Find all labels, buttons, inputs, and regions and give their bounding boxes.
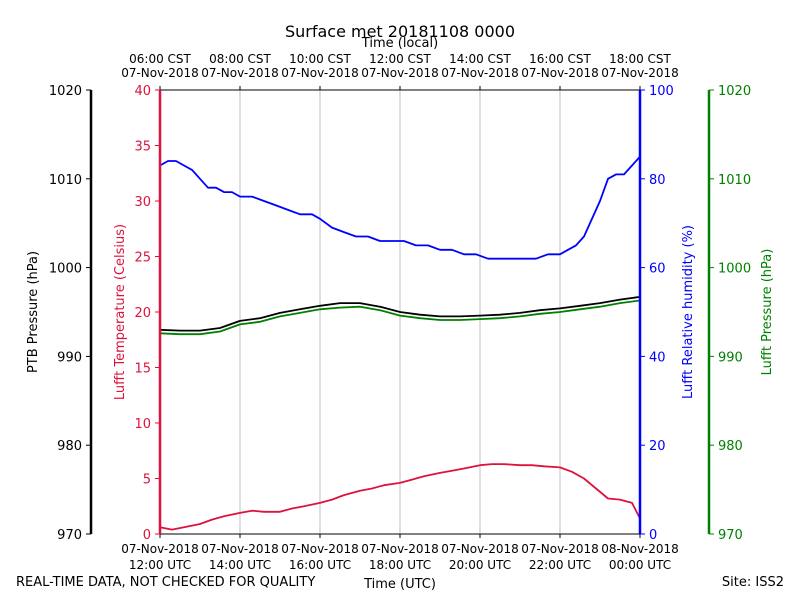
top-tick-time: 16:00 CST [529,52,591,66]
top-tick-date: 07-Nov-2018 [521,66,599,80]
lufft-pressure-axis: 970 980 990 1000 1010 1020 [707,84,751,543]
bottom-tick-date: 07-Nov-2018 [121,542,199,556]
top-tick-time: 08:00 CST [209,52,271,66]
top-tick-date: 07-Nov-2018 [361,66,439,80]
temperature-axis-tick-label: 25 [134,251,151,266]
lufft-pressure-axis-tick-label: 1010 [718,173,751,188]
temperature-axis-tick-label: 35 [134,140,151,155]
site-label: Site: ISS2 [721,575,784,590]
bottom-tick-time: 00:00 UTC [609,558,671,572]
lufft-temperature-line [159,463,641,531]
lufft-pressure-axis-label: Lufft Pressure (hPa) [760,249,775,376]
humidity-axis-tick-label: 40 [649,350,666,365]
bottom-tick-date: 07-Nov-2018 [441,542,519,556]
lufft-pressure-axis-tick-label: 1000 [718,262,751,277]
top-tick-time: 12:00 CST [369,52,431,66]
top-tick-date: 07-Nov-2018 [201,66,279,80]
top-tick-date: 07-Nov-2018 [601,66,679,80]
temperature-axis-tick-label: 30 [134,195,151,210]
bottom-tick-time: 20:00 UTC [449,558,511,572]
humidity-axis-tick-label: 60 [649,262,666,277]
top-tick-time: 10:00 CST [289,52,351,66]
series-lines [159,155,641,531]
bottom-tick-date: 07-Nov-2018 [521,542,599,556]
chart-title: Surface met 20181108 0000 [285,22,515,41]
bottom-tick-time: 18:00 UTC [369,558,431,572]
top-tick-time: 06:00 CST [129,52,191,66]
top-tick-date: 07-Nov-2018 [441,66,519,80]
ptb-pressure-axis-tick-label: 1020 [49,84,82,99]
bottom-tick-date: 07-Nov-2018 [281,542,359,556]
top-axis-label: Time (local) [361,36,438,51]
humidity-axis-label: Lufft Relative humidity (%) [681,225,696,399]
lufft-pressure-line [159,299,641,336]
temperature-axis-tick-label: 40 [134,84,151,99]
temperature-axis-tick-label: 10 [134,417,151,432]
temperature-axis: 0 5 10 15 20 25 30 35 40 [134,84,162,543]
top-tick-date: 07-Nov-2018 [121,66,199,80]
ptb-pressure-axis-tick-label: 990 [57,350,82,365]
lufft-pressure-axis-tick-label: 980 [718,439,743,454]
lufft-pressure-axis-tick-label: 970 [718,528,743,543]
humidity-axis-tick-label: 100 [649,84,674,99]
quality-note: REAL-TIME DATA, NOT CHECKED FOR QUALITY [16,575,316,590]
temperature-axis-tick-label: 20 [134,306,151,321]
humidity-axis-tick-label: 0 [649,528,657,543]
bottom-tick-date: 08-Nov-2018 [601,542,679,556]
x-axis-label: Time (UTC) [363,577,436,592]
bottom-tick-time: 14:00 UTC [209,558,271,572]
temperature-axis-label: Lufft Temperature (Celsius) [113,224,128,400]
bottom-tick-date: 07-Nov-2018 [361,542,439,556]
ptb-pressure-line [159,296,641,332]
humidity-axis-tick-label: 20 [649,439,666,454]
ptb-pressure-axis-tick-label: 970 [57,528,82,543]
lufft-pressure-axis-tick-label: 1020 [718,84,751,99]
lufft-relative-humidity-line [159,155,641,260]
bottom-tick-time: 16:00 UTC [289,558,351,572]
ptb-pressure-axis-tick-label: 1000 [49,262,82,277]
temperature-axis-tick-label: 5 [143,473,151,488]
ptb-pressure-axis-tick-label: 980 [57,439,82,454]
humidity-axis-tick-label: 80 [649,173,666,188]
humidity-axis: 0 20 40 60 80 100 [638,84,674,543]
top-tick-date: 07-Nov-2018 [281,66,359,80]
lufft-pressure-axis-tick-label: 990 [718,350,743,365]
ptb-pressure-axis: 970 980 990 1000 1010 1020 [49,84,93,543]
top-tick-time: 14:00 CST [449,52,511,66]
temperature-axis-tick-label: 0 [143,528,151,543]
temperature-axis-tick-label: 15 [134,362,151,377]
bottom-tick-time: 12:00 UTC [129,558,191,572]
top-tick-time: 18:00 CST [609,52,671,66]
ptb-pressure-axis-tick-label: 1010 [49,173,82,188]
bottom-tick-date: 07-Nov-2018 [201,542,279,556]
ptb-pressure-axis-label: PTB Pressure (hPa) [26,251,41,373]
bottom-tick-time: 22:00 UTC [529,558,591,572]
